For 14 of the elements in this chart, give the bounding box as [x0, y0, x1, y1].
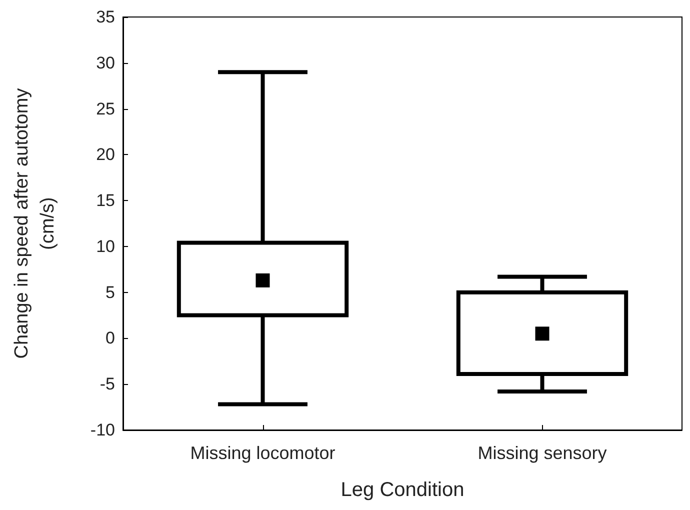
y-tick-label: 10	[96, 236, 115, 256]
y-axis-title: Change in speed after autotomy (cm/s)	[12, 88, 58, 359]
y-tick-label: 15	[96, 191, 115, 210]
y-tick-label: -10	[90, 420, 115, 440]
y-tick-label: 20	[96, 145, 115, 164]
x-tick-label: Missing sensory	[478, 443, 607, 463]
y-tick-label: 0	[106, 328, 115, 348]
y-tick-label: 30	[96, 53, 115, 72]
y-tick-label: 35	[96, 8, 115, 26]
y-tick-label: 5	[106, 282, 115, 302]
x-axis-title: Leg Condition	[340, 479, 464, 501]
x-tick-label: Missing locomotor	[190, 443, 336, 463]
y-tick-label: -5	[100, 374, 115, 394]
y-tick-label: 25	[96, 99, 115, 118]
